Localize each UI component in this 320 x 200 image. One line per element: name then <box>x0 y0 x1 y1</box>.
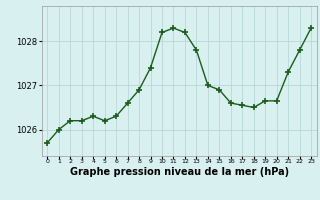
X-axis label: Graphe pression niveau de la mer (hPa): Graphe pression niveau de la mer (hPa) <box>70 167 289 177</box>
